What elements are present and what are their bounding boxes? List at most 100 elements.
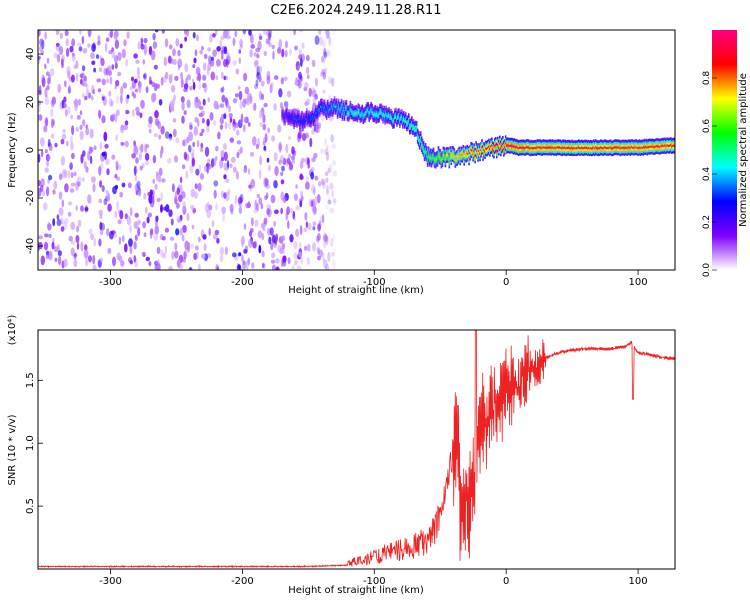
heatmap-ridge-cell — [320, 98, 322, 102]
heatmap-ridge-cell — [390, 108, 392, 112]
heatmap-noise-cell — [39, 38, 44, 47]
heatmap-noise-cell — [280, 207, 283, 215]
heatmap-noise-cell — [144, 146, 147, 155]
heatmap-ridge-cell — [289, 111, 291, 115]
y-tick-label: 0.5 — [25, 498, 36, 514]
heatmap-ridge-cell — [665, 149, 667, 152]
heatmap-ridge-cell — [613, 152, 616, 156]
heatmap-ridge-cell — [491, 146, 493, 149]
heatmap-noise-cell — [331, 252, 335, 257]
heatmap-noise-cell — [215, 30, 218, 36]
heatmap-ridge-cell — [451, 152, 454, 156]
heatmap-ridge-cell — [648, 143, 650, 147]
x-tick-label: -300 — [99, 277, 122, 288]
heatmap-ridge-cell — [567, 148, 569, 152]
heatmap-noise-cell — [87, 151, 91, 161]
heatmap-ridge-cell — [609, 139, 612, 143]
heatmap-ridge-cell — [536, 139, 539, 142]
heatmap-ridge-cell — [645, 140, 647, 144]
heatmap-ridge-cell — [387, 116, 389, 120]
heatmap-ridge-cell — [551, 139, 553, 142]
heatmap-noise-cell — [200, 146, 204, 153]
heatmap-noise-cell — [61, 171, 65, 179]
heatmap-halo-cell — [519, 139, 522, 156]
heatmap-ridge-cell — [554, 144, 556, 147]
heatmap-ridge-cell — [525, 139, 528, 142]
heatmap-ridge-cell — [547, 142, 550, 145]
heatmap-ridge-cell — [317, 109, 319, 112]
heatmap-ridge-cell — [457, 150, 460, 153]
heatmap-ridge-cell — [565, 151, 567, 154]
heatmap-noise-cell — [303, 227, 307, 233]
heatmap-ridge-cell — [419, 137, 422, 141]
heatmap-ridge-cell — [418, 142, 421, 146]
heatmap-ridge-cell — [525, 143, 528, 147]
heatmap-ridge-cell — [506, 141, 509, 145]
heatmap-ridge-cell — [455, 159, 458, 162]
heatmap-ridge-cell — [637, 140, 640, 143]
heatmap-ridge-cell — [490, 144, 492, 148]
heatmap-ridge-cell — [284, 110, 286, 113]
heatmap-ridge-cell — [484, 156, 486, 159]
heatmap-ridge-cell — [370, 112, 372, 116]
heatmap-ridge-cell — [330, 109, 333, 112]
heatmap-ridge-cell — [398, 110, 400, 113]
heatmap-ridge-cell — [546, 148, 549, 152]
heatmap-ridge-cell — [628, 141, 631, 145]
heatmap-ridge-cell — [658, 138, 660, 141]
heatmap-ridge-cell — [525, 150, 528, 153]
heatmap-noise-cell — [253, 52, 257, 57]
heatmap-ridge-cell — [458, 155, 460, 158]
heatmap-ridge-cell — [291, 118, 293, 121]
heatmap-ridge-cell — [523, 153, 526, 156]
heatmap-halo-cell — [420, 136, 423, 153]
heatmap-noise-cell — [161, 236, 166, 241]
heatmap-ridge-cell — [336, 114, 339, 117]
heatmap-ridge-cell — [469, 151, 471, 155]
heatmap-ridge-cell — [575, 140, 577, 144]
heatmap-ridge-cell — [632, 150, 635, 154]
heatmap-noise-cell — [44, 118, 49, 125]
heatmap-ridge-cell — [302, 115, 304, 119]
heatmap-ridge-cell — [542, 152, 545, 155]
heatmap-ridge-cell — [379, 114, 381, 118]
heatmap-ridge-cell — [500, 142, 502, 146]
heatmap-ridge-cell — [656, 142, 658, 145]
heatmap-noise-cell — [145, 256, 151, 262]
heatmap-noise-cell — [320, 71, 325, 77]
heatmap-noise-cell — [49, 145, 53, 152]
heatmap-ridge-cell — [532, 151, 535, 154]
heatmap-ridge-cell — [308, 121, 310, 124]
heatmap-ridge-cell — [434, 157, 437, 160]
heatmap-noise-cell — [299, 75, 303, 82]
heatmap-ridge-cell — [488, 149, 490, 153]
heatmap-ridge-cell — [417, 139, 420, 142]
heatmap-halo-cell — [374, 104, 376, 121]
heatmap-noise-cell — [251, 262, 255, 269]
heatmap-ridge-cell — [667, 148, 669, 151]
heatmap-halo-cell — [477, 145, 479, 162]
heatmap-noise-cell — [164, 245, 168, 254]
heatmap-noise-cell — [225, 97, 228, 106]
heatmap-ridge-cell — [562, 152, 564, 155]
heatmap-ridge-cell — [322, 111, 325, 114]
heatmap-ridge-cell — [355, 115, 358, 119]
heatmap-ridge-cell — [306, 110, 308, 113]
heatmap-ridge-cell — [644, 152, 646, 155]
heatmap-ridge-cell — [478, 147, 480, 150]
heatmap-ridge-cell — [550, 140, 552, 143]
heatmap-ridge-cell — [342, 108, 345, 112]
heatmap-ridge-cell — [673, 150, 675, 154]
heatmap-noise-cell — [44, 95, 49, 106]
heatmap-noise-cell — [325, 263, 329, 270]
heatmap-ridge-cell — [661, 147, 663, 150]
heatmap-halo-cell — [409, 118, 411, 135]
heatmap-noise-cell — [39, 137, 45, 147]
heatmap-ridge-cell — [464, 148, 466, 151]
heatmap-ridge-cell — [423, 152, 426, 155]
heatmap-halo-cell — [492, 141, 494, 158]
heatmap-ridge-cell — [494, 142, 496, 146]
heatmap-ridge-cell — [364, 115, 367, 118]
heatmap-halo-cell — [513, 138, 516, 154]
heatmap-halo-cell — [376, 105, 378, 122]
